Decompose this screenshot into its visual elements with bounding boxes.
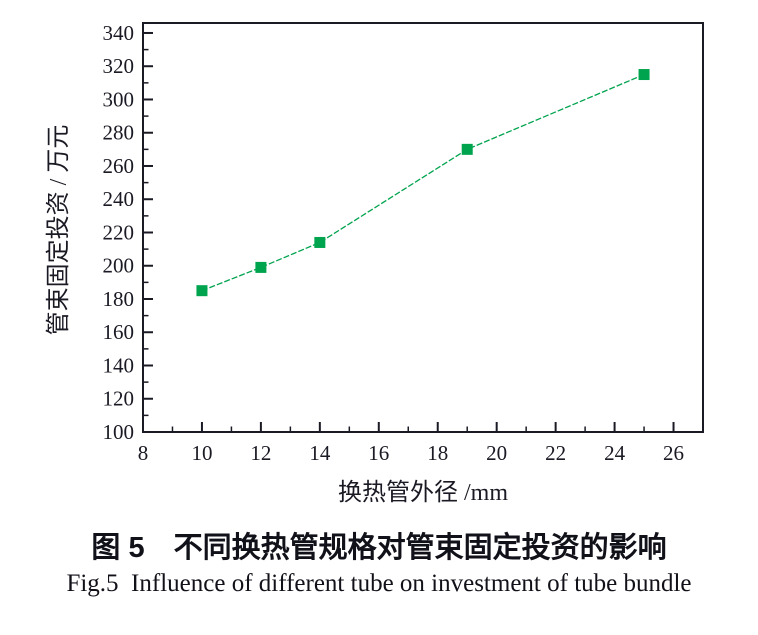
y-tick-label: 160: [103, 320, 135, 344]
x-tick-label: 12: [250, 441, 271, 465]
y-tick-label: 200: [103, 254, 135, 278]
x-tick-label: 14: [309, 441, 331, 465]
data-series: [196, 69, 650, 297]
y-tick-label: 120: [103, 387, 135, 411]
x-tick-label: 22: [545, 441, 566, 465]
y-tick-label: 320: [103, 54, 135, 78]
x-tick-label: 20: [486, 441, 507, 465]
y-tick-label: 220: [103, 220, 135, 244]
y-tick-label: 240: [103, 187, 135, 211]
axis-tick-labels: 8 10 12 14 16 18 20 22 24 26 100 120 140 160 180 200 220…: [103, 21, 685, 465]
y-tick-label: 340: [103, 21, 135, 45]
x-axis-title: 换热管外径 /mm: [338, 479, 508, 506]
data-line: [201, 73, 645, 292]
figure-caption-en: Fig.5 Influence of different tube on inv…: [66, 570, 692, 597]
x-tick-label: 10: [191, 441, 212, 465]
y-tick-label: 260: [103, 154, 135, 178]
x-tick-label: 26: [663, 441, 684, 465]
y-tick-label: 300: [103, 87, 135, 111]
chart: 8 10 12 14 16 18 20 22 24 26 100 120 140 160 180 200 220…: [45, 21, 704, 506]
y-tick-label: 280: [103, 121, 135, 145]
axis-ticks: [142, 31, 675, 433]
y-tick-label: 140: [103, 353, 135, 377]
y-tick-label: 100: [103, 420, 135, 444]
x-tick-label: 8: [138, 441, 149, 465]
x-tick-label: 18: [427, 441, 448, 465]
data-point-marker: [638, 69, 650, 81]
y-axis-title: 管束固定投资 / 万元: [45, 125, 72, 336]
data-point-marker: [255, 261, 267, 273]
data-point-marker: [196, 285, 208, 297]
x-tick-label: 16: [368, 441, 389, 465]
data-point-marker: [314, 236, 326, 248]
plot-frame: [142, 22, 704, 433]
y-tick-label: 180: [103, 287, 135, 311]
x-tick-label: 24: [604, 441, 626, 465]
data-point-marker: [461, 143, 473, 155]
figure-caption-zh: 图 5 不同换热管规格对管束固定投资的影响: [91, 532, 667, 564]
